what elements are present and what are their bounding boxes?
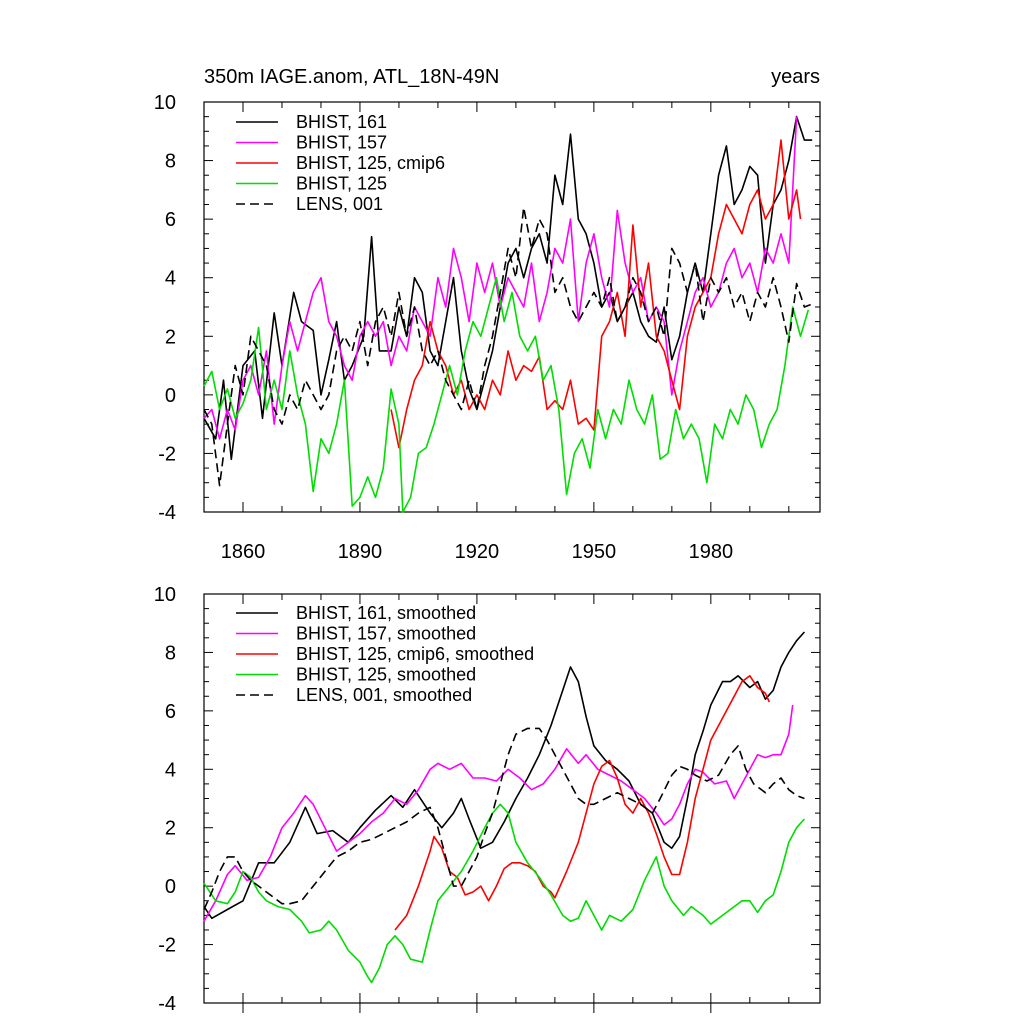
top-x-tick-label: 1980 — [689, 541, 734, 563]
top-legend-label-0: BHIST, 161 — [296, 112, 387, 132]
top-series-line-0 — [203, 115, 813, 461]
top-legend-label-4: LENS, 001 — [296, 194, 383, 214]
top-x-tick-label: 1920 — [455, 541, 500, 563]
top-x-tick-label: 1890 — [338, 541, 383, 563]
top-legend-label-1: BHIST, 157 — [296, 133, 387, 153]
top-series-line-3 — [203, 276, 810, 513]
top-y-tick-label: 8 — [165, 151, 176, 173]
top-y-tick-label: -2 — [158, 443, 176, 465]
top-y-tick-label: -4 — [158, 502, 176, 524]
top-chart-title: 350m IAGE.anom, ATL_18N-49N — [204, 66, 499, 88]
top-y-tick-label: 10 — [154, 92, 176, 114]
bottom-y-tick-label: 2 — [165, 818, 176, 840]
bottom-series-line-1 — [203, 704, 794, 922]
bottom-y-tick-label: 6 — [165, 701, 176, 723]
bottom-series-line-4 — [203, 727, 805, 910]
bottom-y-tick-label: 10 — [154, 584, 176, 606]
bottom-legend-label-1: BHIST, 157, smoothed — [296, 624, 476, 644]
bottom-y-tick-label: -2 — [158, 935, 176, 957]
bottom-y-tick-label: 4 — [165, 759, 176, 781]
top-y-tick-label: 4 — [165, 268, 176, 290]
bottom-y-tick-label: 8 — [165, 642, 176, 664]
bottom-legend-label-3: BHIST, 125, smoothed — [296, 665, 476, 685]
top-x-tick-label: 1950 — [572, 541, 617, 563]
bottom-y-tick-label: 0 — [165, 876, 176, 898]
top-series-line-2 — [390, 139, 802, 449]
top-plot-area: -4 -2 0 2 4 6 8 10 1860 1890 1920 1950 1980 BHIST, 16… — [154, 92, 821, 563]
bottom-series-line-3 — [203, 803, 805, 984]
top-legend-label-2: BHIST, 125, cmip6 — [296, 153, 445, 173]
top-x-tick-label: 1860 — [221, 541, 266, 563]
bottom-series-line-0 — [203, 631, 805, 920]
top-series-line-4 — [203, 206, 813, 487]
bottom-legend-label-4: LENS, 001, smoothed — [296, 685, 472, 705]
top-chart-units: years — [771, 66, 820, 88]
bottom-legend-label-2: BHIST, 125, cmip6, smoothed — [296, 644, 534, 664]
top-panel: 350m IAGE.anom, ATL_18N-49N years -4 -2 0 2… — [154, 66, 821, 563]
top-y-tick-label: 2 — [165, 326, 176, 348]
top-y-tick-label: 0 — [165, 385, 176, 407]
bottom-series-line-2 — [394, 674, 771, 931]
bottom-y-tick-label: -4 — [158, 993, 176, 1015]
top-legend-label-3: BHIST, 125 — [296, 174, 387, 194]
bottom-legend-label-0: BHIST, 161, smoothed — [296, 603, 476, 623]
top-y-tick-label: 6 — [165, 209, 176, 231]
